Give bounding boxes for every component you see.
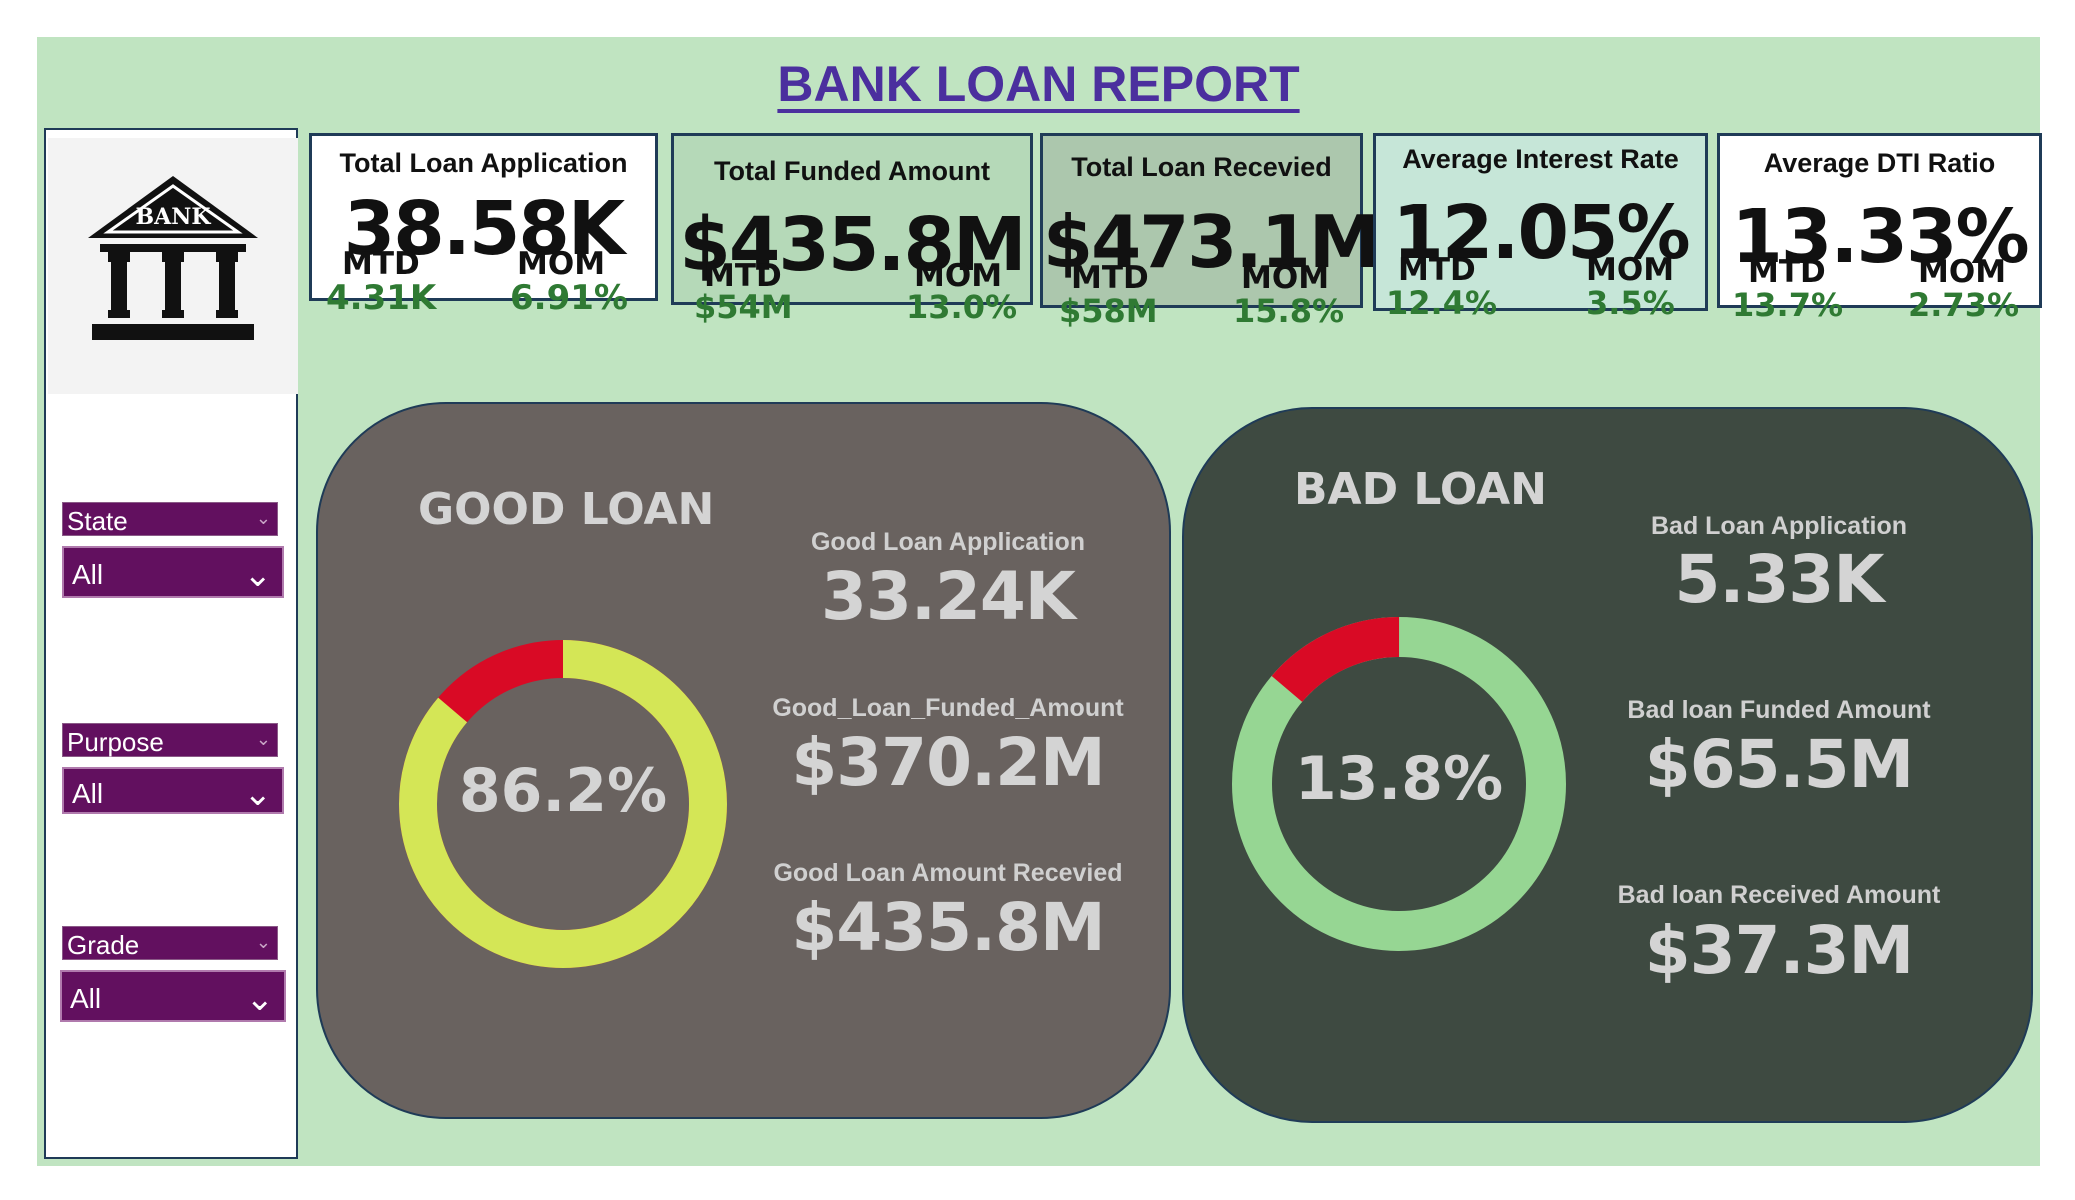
good-loan-donut-chart bbox=[399, 640, 727, 968]
state-dropdown[interactable]: All ⌄ bbox=[62, 546, 284, 598]
grade-dropdown-value: All bbox=[70, 983, 102, 1014]
bad-loan-donut-chart bbox=[1232, 617, 1566, 951]
kpi-title: Average DTI Ratio bbox=[1763, 148, 1996, 178]
report-title: BANK LOAN REPORT bbox=[777, 56, 1300, 112]
kpi-mtd-label: MTD bbox=[1748, 254, 1826, 290]
purpose-dropdown[interactable]: All ⌄ bbox=[62, 767, 284, 814]
kpi-mtd-value: $58M bbox=[1059, 292, 1158, 330]
kpi-card-average-interest-rate: Average Interest Rate 12.05% MTD MOM 12.… bbox=[1373, 133, 1708, 322]
kpi-mtd-label: MTD bbox=[1071, 260, 1149, 296]
chevron-down-icon: ⌄ bbox=[255, 508, 271, 528]
kpi-mom-value: 2.73% bbox=[1908, 286, 2020, 324]
donut-bad-arc bbox=[1232, 617, 1566, 951]
bank-logo-text: BANK bbox=[136, 204, 212, 230]
chevron-down-icon: ⌄ bbox=[255, 932, 271, 952]
good-loan-application-value: 33.24K bbox=[821, 558, 1076, 635]
donut-good-arc bbox=[399, 640, 727, 968]
kpi-title: Total Loan Application bbox=[339, 148, 628, 178]
purpose-dropdown-value: All bbox=[72, 778, 104, 809]
good-loan-application-label: Good Loan Application bbox=[810, 528, 1086, 556]
kpi-mom-label: MOM bbox=[517, 246, 606, 282]
kpi-title: Average Interest Rate bbox=[1402, 144, 1679, 174]
kpi-title: Total Funded Amount bbox=[714, 156, 990, 186]
grade-dropdown[interactable]: All ⌄ bbox=[60, 970, 286, 1022]
kpi-mom-value: 3.5% bbox=[1586, 284, 1675, 322]
good-loan-percent: 86.2% bbox=[458, 756, 668, 826]
kpi-value: 38.58K bbox=[343, 186, 625, 272]
kpi-mom-label: MOM bbox=[1918, 254, 2007, 290]
chevron-down-icon[interactable]: ⌄ bbox=[243, 556, 273, 594]
bank-building-icon: BANK bbox=[88, 176, 258, 340]
good-loan-panel: GOOD LOAN 86.2% Good Loan Application 33… bbox=[316, 402, 1171, 1119]
purpose-label-text: Purpose bbox=[67, 727, 164, 757]
kpi-card-average-dti-ratio: Average DTI Ratio 13.33% MTD MOM 13.7% 2… bbox=[1717, 133, 2042, 324]
good-loan-amount-received-label: Good Loan Amount Recevied bbox=[773, 859, 1123, 887]
bad-loan-percent: 13.8% bbox=[1294, 744, 1504, 814]
kpi-mtd-label: MTD bbox=[342, 246, 420, 282]
chevron-down-icon[interactable]: ⌄ bbox=[243, 775, 273, 813]
good-loan-title: GOOD LOAN bbox=[418, 484, 715, 535]
state-slicer-label: State ⌄ bbox=[62, 502, 278, 536]
bad-loan-title: BAD LOAN bbox=[1294, 464, 1547, 515]
grade-label-text: Grade bbox=[67, 930, 140, 960]
kpi-mom-label: MOM bbox=[914, 258, 1003, 294]
chevron-down-icon[interactable]: ⌄ bbox=[245, 980, 275, 1018]
kpi-mtd-label: MTD bbox=[1398, 252, 1476, 288]
kpi-mom-value: 6.91% bbox=[510, 278, 628, 318]
bad-loan-application-value: 5.33K bbox=[1674, 541, 1885, 618]
kpi-mtd-label: MTD bbox=[704, 258, 782, 294]
bad-loan-received-amount-label: Bad loan Received Amount bbox=[1617, 881, 1941, 909]
purpose-slicer-label: Purpose ⌄ bbox=[62, 723, 278, 757]
bad-loan-panel: BAD LOAN 13.8% Bad Loan Application 5.33… bbox=[1182, 407, 2033, 1123]
state-label-text: State bbox=[67, 506, 128, 536]
kpi-value: $473.1M bbox=[1043, 200, 1381, 284]
bad-loan-funded-amount-value: $65.5M bbox=[1644, 726, 1914, 803]
bad-loan-funded-amount-label: Bad loan Funded Amount bbox=[1627, 696, 1931, 724]
bank-logo: BANK bbox=[48, 138, 298, 394]
bad-loan-received-amount-value: $37.3M bbox=[1644, 912, 1914, 989]
kpi-value: 13.33% bbox=[1731, 194, 2029, 280]
kpi-title: Total Loan Recevied bbox=[1071, 152, 1332, 182]
kpi-card-total-loan-application: Total Loan Application 38.58K MTD MOM 4.… bbox=[309, 133, 658, 318]
kpi-card-total-funded-amount: Total Funded Amount $435.8M MTD MOM $54M… bbox=[671, 133, 1033, 326]
filter-sidebar: BANK State ⌄ All ⌄ Purpose bbox=[44, 128, 298, 1159]
kpi-value: 12.05% bbox=[1392, 190, 1690, 276]
chevron-down-icon: ⌄ bbox=[255, 729, 271, 749]
kpi-mtd-value: 4.31K bbox=[326, 278, 437, 318]
kpi-card-total-loan-received: Total Loan Recevied $473.1M MTD MOM $58M… bbox=[1040, 133, 1381, 330]
kpi-mom-label: MOM bbox=[1586, 252, 1675, 288]
good-loan-funded-amount-label: Good_Loan_Funded_Amount bbox=[772, 694, 1124, 722]
kpi-mom-label: MOM bbox=[1241, 260, 1330, 296]
kpi-mtd-value: 13.7% bbox=[1732, 286, 1844, 324]
grade-slicer-label: Grade ⌄ bbox=[62, 926, 278, 960]
state-dropdown-value: All bbox=[72, 559, 104, 590]
kpi-value: $435.8M bbox=[679, 202, 1026, 288]
kpi-mtd-value: 12.4% bbox=[1386, 284, 1498, 322]
bad-loan-application-label: Bad Loan Application bbox=[1650, 512, 1908, 540]
good-loan-funded-amount-value: $370.2M bbox=[791, 724, 1105, 801]
kpi-mom-value: 15.8% bbox=[1233, 292, 1345, 330]
report-canvas: BANK LOAN REPORT BANK State ⌄ bbox=[37, 37, 2042, 1166]
good-loan-amount-received-value: $435.8M bbox=[791, 889, 1105, 966]
kpi-mom-value: 13.0% bbox=[906, 288, 1018, 326]
kpi-mtd-value: $54M bbox=[694, 288, 793, 326]
